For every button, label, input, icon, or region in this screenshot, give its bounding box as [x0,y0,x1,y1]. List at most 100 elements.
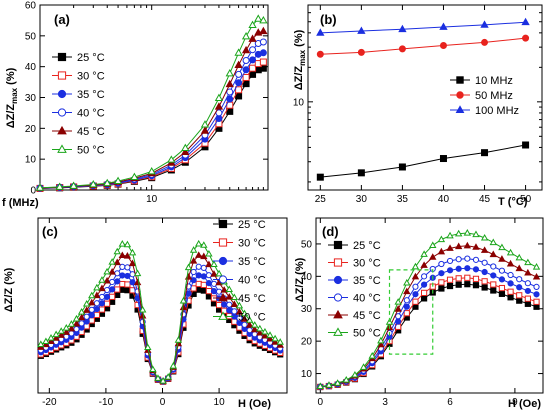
panel-d-data-point [498,276,506,283]
panel-c-data-point [190,268,197,276]
panel-a-legend-marker [57,89,67,99]
panel-c-data-point [190,285,197,292]
panel-d-data-point [420,289,428,296]
panel-c-data-point [221,301,228,308]
panel-c-data-point [235,301,244,309]
panel-c-data-point [230,300,239,307]
panel-d-x-tick-label: 3 [382,397,388,408]
panel-a-data-point [55,182,64,190]
panel-d-data-point [490,287,497,294]
panel-a-data-point [248,20,257,28]
panel-d-data-point [507,280,514,287]
panel-c-data-point [276,338,284,345]
panel-c-x-tick-label: 0 [160,397,166,408]
panel-b-x-axis-label: T (°C) [498,196,528,208]
panel-c-x-tick-label: -10 [99,397,114,408]
panel-c-data-point [57,327,65,334]
panel-c-data-point [72,314,81,322]
panel-b-data-point [439,42,447,50]
panel-d-data-point [481,278,488,285]
panel-c-data-point [88,312,95,319]
panel-d-data-point [438,260,445,268]
panel-c-legend-marker [218,238,228,247]
panel-c-legend-marker [218,275,228,284]
panel-d-data-point [455,281,462,288]
panel-c-data-point [235,308,244,315]
panel-d-y-tick-label: 50 [301,239,313,250]
panel-d-data-point [472,256,480,263]
panel-a-data-point [200,126,210,134]
panel-d-data-point [464,265,471,272]
panel-d-data-point [490,281,497,288]
panel-c-data-point [118,251,127,259]
panel-c-data-point [195,251,203,258]
panel-c-data-point [72,319,81,327]
panel-c-data-point [179,296,188,304]
panel-d-data-point [437,235,446,243]
panel-c-data-point [47,337,55,345]
panel-a-data-point [248,34,257,42]
panel-a-legend-marker [57,144,67,153]
panel-c-data-point [108,268,116,275]
panel-d-data-point [403,303,410,310]
panel-a-data-point [69,181,78,189]
panel-c-data-point [200,273,207,280]
panel-d-data-point [438,279,445,286]
panel-c-data-point [189,246,198,253]
panel-a-data-point [259,58,267,66]
panel-d-data-point [472,243,480,250]
panel-d-data-point [524,300,531,307]
panel-d-legend-marker [333,275,343,285]
panel-a-series-line [39,41,264,189]
panel-d-y-tick-label: 40 [301,272,313,283]
panel-a-data-point [242,73,250,81]
panel-b-x-tick-label: 50 [520,194,532,205]
panel-a-y-tick-label: 10 [25,155,37,166]
panel-c-data-point [271,338,279,345]
panel-d-data-point [403,287,411,295]
panel-d-x-tick-label: 0 [318,397,324,408]
panel-c-data-point [109,293,116,300]
panel-a-data-point [214,102,224,110]
panel-b-series-line [320,37,526,55]
panel-c-data-point [103,267,111,275]
panel-c-data-point [108,258,116,265]
panel-c-data-point [205,249,213,257]
panel-d-data-point [429,253,437,260]
panel-d-data-point [438,270,445,277]
panel-d-data-point [472,266,480,273]
panel-c-x-tick-label: 10 [214,397,226,408]
panel-b-data-point [357,48,365,56]
panel-d-data-point [481,259,488,266]
panel-d-data-point [420,273,428,280]
panel-c-data-point [271,334,279,342]
panel-b-data-point [480,20,489,28]
panel-a-data-point [225,68,234,77]
panel-d-legend-marker [333,293,343,302]
panel-a: 10 0 10 20 30 40 50 60 25 °C 30 °C 35 °C 40 °C 45 °C… [2,1,269,209]
panel-d-data-point [463,241,472,249]
panel-d-data-point [489,250,497,258]
panel-c-legend-marker [218,311,228,320]
panel-a-data-point [214,93,224,102]
panel-d-data-point [481,268,488,276]
panel-c-data-point [205,280,213,287]
panel-d-legend-marker [333,258,343,267]
panel-d-data-point [464,255,471,262]
panel-c-data-point [200,287,207,294]
panel-c-data-point [205,272,213,279]
panel-d-data-point [533,283,540,290]
panel-d-data-point [498,284,506,292]
panel-b-data-point [357,26,366,34]
panel-d-y-tick-label: 20 [301,337,313,348]
panel-a-legend-label: 50 °C [77,145,105,157]
panel-c-data-point [210,260,218,267]
panel-c-data-point [240,315,249,322]
panel-d-data-point [524,280,531,287]
panel-c-data-point [103,276,111,284]
panel-c-data-point [195,263,202,270]
panel-b: 25 30 35 40 45 50 10 10 MHz 50 MHz 100 MHz (b) T (°… [293,4,543,208]
panel-c-data-point [114,270,121,277]
panel-d: 0 3 6 9 10 20 30 40 50 25 °C 30 °C 35 °C 40 °C 45 °C 5… [294,217,544,410]
panel-d-plot-frame [315,217,544,394]
